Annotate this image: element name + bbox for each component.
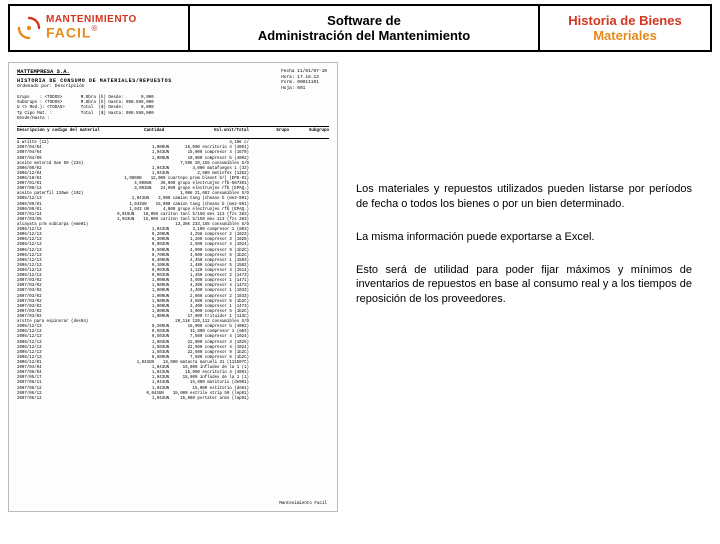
table-cell [249,397,289,402]
report-rows: a writte (11)4,10€ c/ 2007/04/041,000UN1… [17,141,329,402]
report-column-header: Descripcion y codigo del material Cantid… [17,129,329,134]
right-line1: Historia de Bienes [568,13,681,28]
col-sub: Subgrupo [289,129,329,134]
table-cell: 1,043 [128,397,164,402]
col-val: Val.unit/Total [178,129,249,134]
logo-word-bot: FACIL [46,24,91,40]
report-meta: Fecha 11/01/07-10 Hora: 17.18.13 Form. 0… [281,69,327,92]
logo-reg: ® [91,24,97,33]
paragraph-2: La misma información puede exportarse a … [356,230,692,245]
page: MANTENIMIENTO FACIL® Software de Adminis… [0,4,720,544]
report-preview: MATTEMPRESA S.A. HISTORIA DE CONSUMO DE … [8,62,338,512]
report-footer: Mantenimiento Facil [279,502,327,507]
paragraph-1: Los materiales y repuestos utilizados pu… [356,182,692,212]
content: MATTEMPRESA S.A. HISTORIA DE CONSUMO DE … [0,62,720,520]
side-text: Los materiales y repuestos utilizados pu… [356,62,712,512]
table-cell: 15,000 portater arms (lap91) [178,397,249,402]
col-cant: Cantidad [128,129,164,134]
report-meta-line: Hoja: 001 [281,86,327,92]
title-line2: Administración del Mantenimiento [258,28,470,43]
logo-word-bot-wrap: FACIL® [46,25,137,41]
logo-text: MANTENIMIENTO FACIL® [46,15,137,41]
divider [17,138,329,139]
report-params-right: M.Obra (h) Desde: 0,000 M.Obra (h) Hasta… [81,96,154,122]
table-cell [289,397,329,402]
report-meta-line: Fecha 11/01/07-10 [281,69,327,75]
logo-icon [16,15,42,41]
right-cell: Historia de Bienes Materiales [540,6,710,50]
logo: MANTENIMIENTO FACIL® [16,15,137,41]
report-params-left: Grupo : <TODOS> SubGrupo : <TODOS> U <> … [17,96,65,122]
col-grp: Grupo [249,129,289,134]
col-unit [164,129,178,134]
table-cell: 2007/06/12 [17,397,128,402]
header: MANTENIMIENTO FACIL® Software de Adminis… [8,4,712,52]
title-cell: Software de Administración del Mantenimi… [190,6,540,50]
right-line2: Materiales [593,28,657,43]
table-row: 2007/06/121,043UN15,000 portater arms (l… [17,397,329,402]
table-cell: UN [164,397,178,402]
title-line1: Software de [327,13,401,28]
logo-cell: MANTENIMIENTO FACIL® [10,6,190,50]
divider [17,126,329,127]
report-param-block: Grupo : <TODOS> SubGrupo : <TODOS> U <> … [17,96,329,122]
paragraph-3: Esto será de utilidad para poder fijar m… [356,263,692,308]
col-desc: Descripcion y codigo del material [17,129,128,134]
